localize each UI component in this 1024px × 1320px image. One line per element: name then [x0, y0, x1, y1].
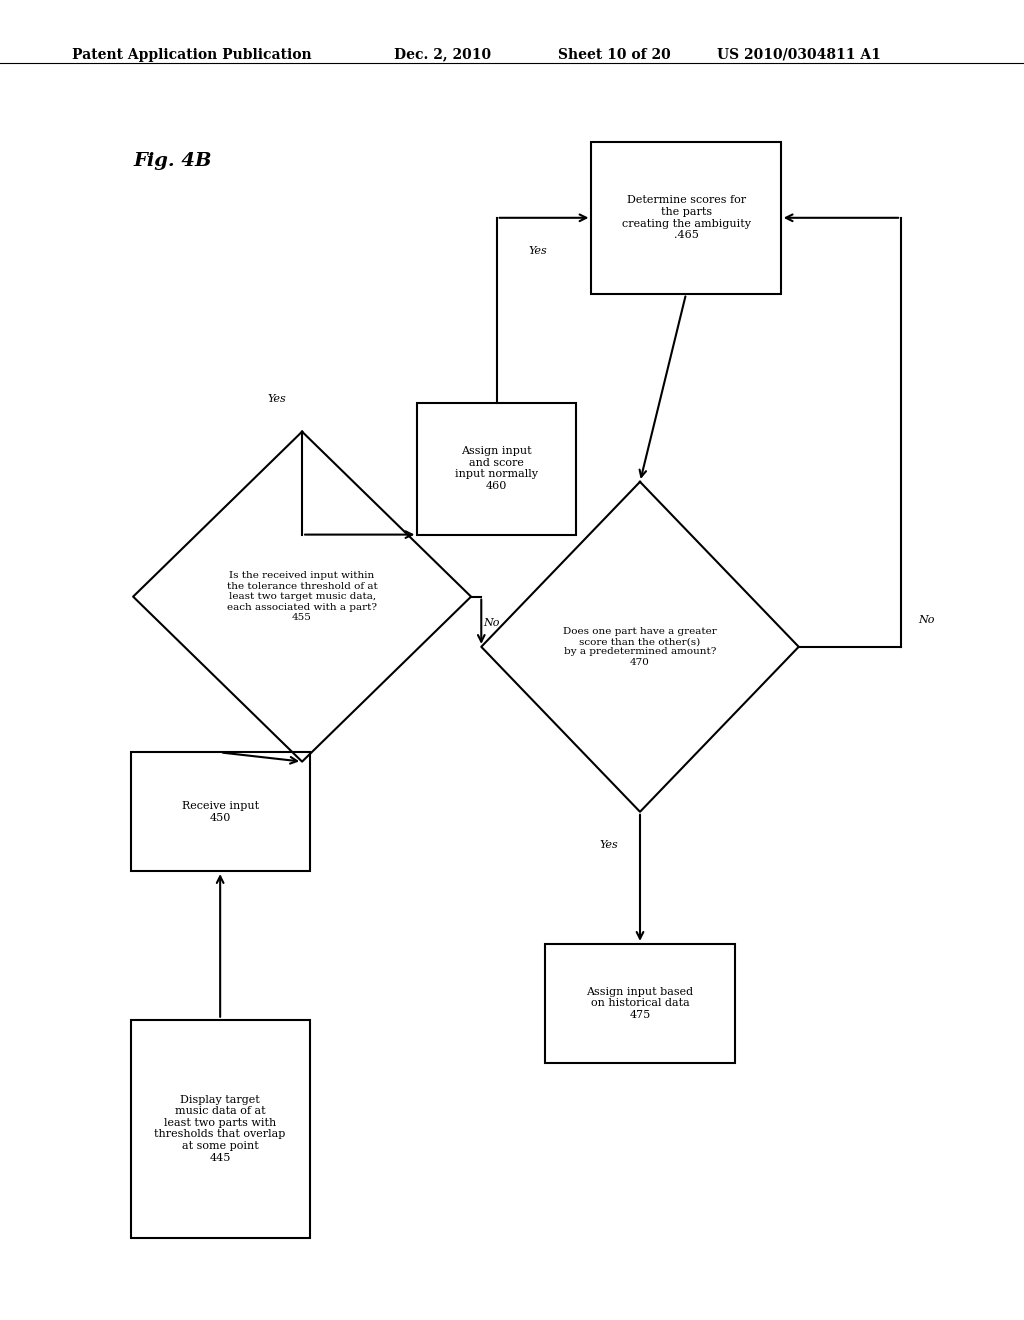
Text: No: No [919, 615, 935, 626]
Text: Assign input based
on historical data
475: Assign input based on historical data 47… [587, 986, 693, 1020]
Text: Assign input
and score
input normally
460: Assign input and score input normally 46… [455, 446, 539, 491]
FancyBboxPatch shape [418, 403, 575, 535]
Text: Does one part have a greater
score than the other(s)
by a predetermined amount?
: Does one part have a greater score than … [563, 627, 717, 667]
FancyBboxPatch shape [545, 944, 735, 1063]
FancyBboxPatch shape [131, 1020, 309, 1238]
Text: No: No [483, 618, 500, 628]
Text: Sheet 10 of 20: Sheet 10 of 20 [558, 48, 671, 62]
Text: Fig. 4B: Fig. 4B [133, 152, 212, 170]
Text: Yes: Yes [600, 840, 618, 850]
Text: Dec. 2, 2010: Dec. 2, 2010 [394, 48, 492, 62]
FancyBboxPatch shape [131, 752, 309, 871]
Text: Is the received input within
the tolerance threshold of at
least two target musi: Is the received input within the toleran… [226, 572, 378, 622]
Text: Yes: Yes [528, 246, 547, 256]
Text: Display target
music data of at
least two parts with
thresholds that overlap
at : Display target music data of at least tw… [155, 1094, 286, 1163]
Text: US 2010/0304811 A1: US 2010/0304811 A1 [717, 48, 881, 62]
FancyBboxPatch shape [592, 143, 780, 294]
Text: Receive input
450: Receive input 450 [181, 801, 259, 822]
Text: Patent Application Publication: Patent Application Publication [72, 48, 311, 62]
Text: Determine scores for
the parts
creating the ambiguity
.465: Determine scores for the parts creating … [622, 195, 751, 240]
Text: Yes: Yes [267, 393, 286, 404]
